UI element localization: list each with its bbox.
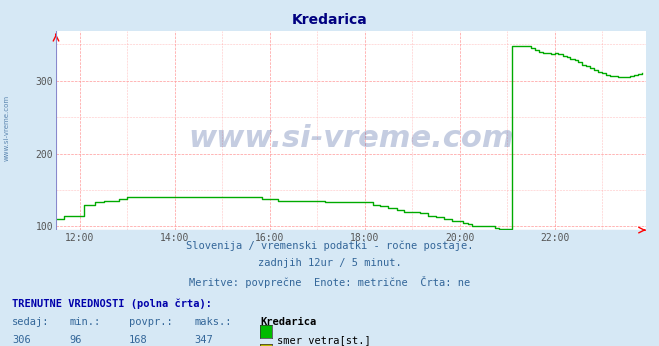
Text: maks.:: maks.: (194, 317, 232, 327)
Text: 96: 96 (69, 335, 82, 345)
Text: www.si-vreme.com: www.si-vreme.com (3, 95, 10, 161)
Text: smer vetra[st.]: smer vetra[st.] (277, 335, 370, 345)
Text: 347: 347 (194, 335, 213, 345)
Text: sedaj:: sedaj: (12, 317, 49, 327)
Text: TRENUTNE VREDNOSTI (polna črta):: TRENUTNE VREDNOSTI (polna črta): (12, 298, 212, 309)
Text: www.si-vreme.com: www.si-vreme.com (188, 124, 514, 153)
Text: Kredarica: Kredarica (292, 13, 367, 27)
Text: povpr.:: povpr.: (129, 317, 172, 327)
Text: 168: 168 (129, 335, 147, 345)
Text: 306: 306 (12, 335, 30, 345)
Text: zadnjih 12ur / 5 minut.: zadnjih 12ur / 5 minut. (258, 258, 401, 268)
Text: Meritve: povprečne  Enote: metrične  Črta: ne: Meritve: povprečne Enote: metrične Črta:… (189, 276, 470, 289)
Text: Slovenija / vremenski podatki - ročne postaje.: Slovenija / vremenski podatki - ročne po… (186, 240, 473, 251)
Text: min.:: min.: (69, 317, 100, 327)
Text: Kredarica: Kredarica (260, 317, 316, 327)
